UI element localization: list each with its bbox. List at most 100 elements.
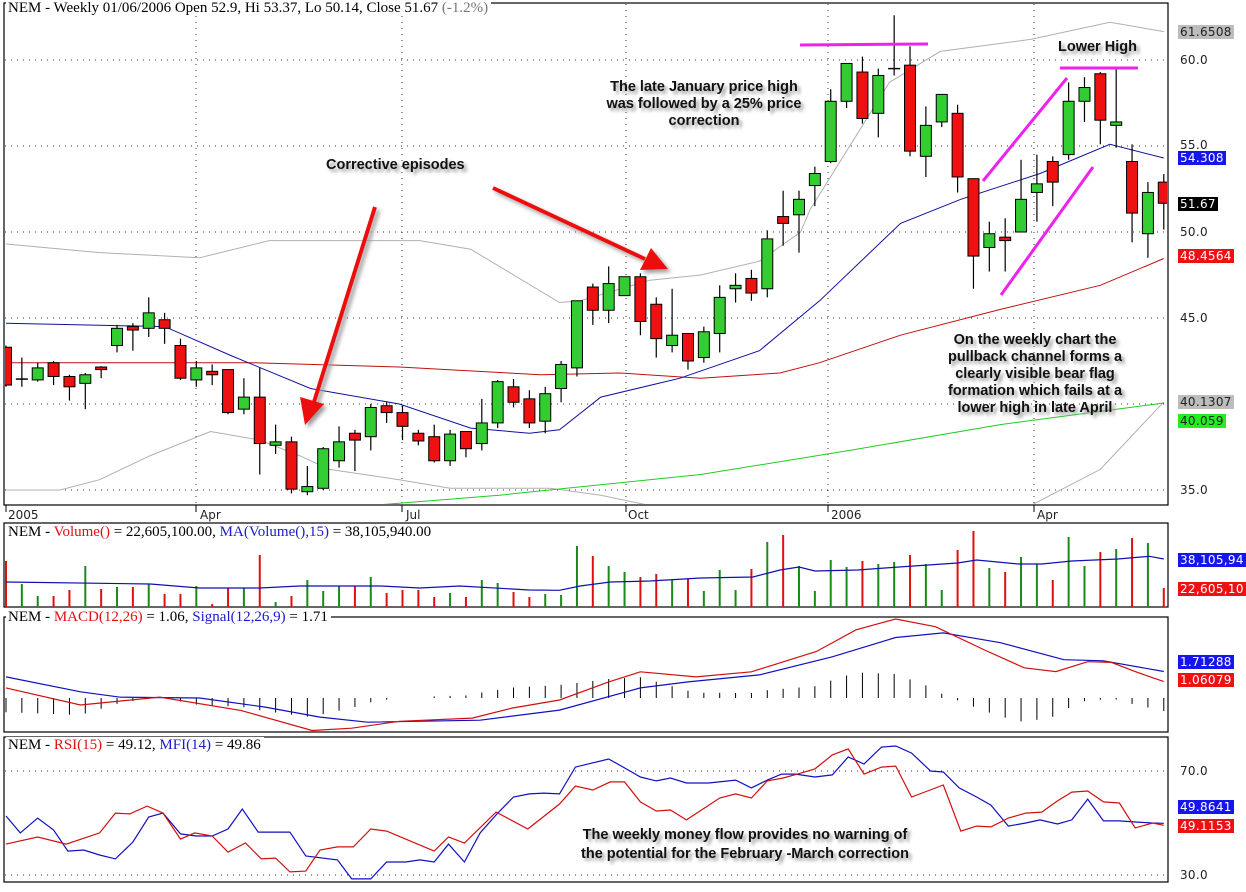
candle-body [602, 283, 615, 311]
candle-body [1126, 160, 1139, 214]
upper-band-badge: 61.6508 [1178, 25, 1234, 39]
candle [237, 378, 250, 415]
candle-body [523, 398, 536, 424]
candle-body [1141, 191, 1154, 235]
candle-body [111, 327, 124, 347]
candle-body [364, 406, 377, 438]
title-prefix: NEM - [8, 609, 54, 625]
candle [95, 366, 108, 379]
candle-body [967, 178, 980, 257]
candle [1015, 159, 1028, 233]
volume-label: Volume() [53, 524, 110, 540]
note-line: The late January price high [610, 79, 798, 95]
candle [5, 345, 12, 387]
channel-upper-line [981, 77, 1069, 182]
candle-body [348, 432, 361, 441]
candle-body [63, 375, 76, 388]
macd-line [5, 618, 1164, 732]
note-line: formation which fails at a [947, 383, 1123, 399]
candle [1157, 174, 1167, 230]
candle [967, 178, 980, 289]
x-label: Oct [628, 508, 649, 522]
red-ma-line [6, 258, 1164, 379]
candle [586, 283, 599, 325]
volume-badge: 22,605,10 [1178, 582, 1246, 596]
candle-body [1030, 183, 1043, 193]
price-overlays [5, 21, 1165, 504]
rsi-mfi-plot [5, 745, 1164, 880]
candle [1094, 72, 1107, 145]
volume-panel-title: NEM - Volume() = 22,605,100.00, MA(Volum… [6, 524, 435, 540]
candle [1062, 82, 1075, 160]
candle-body [999, 236, 1012, 242]
signal-line [5, 632, 1164, 723]
candle-body [618, 276, 631, 297]
candle [793, 190, 805, 253]
candle [856, 56, 869, 124]
candle-body [222, 369, 235, 414]
price-panel-title: NEM - Weekly 01/06/2006 Open 52.9, Hi 53… [6, 0, 492, 16]
candle [79, 373, 92, 410]
candle-body [729, 284, 742, 290]
candle-body [190, 367, 203, 381]
note-line: the potential for the February -March co… [581, 846, 909, 862]
price-tick: 55.0 [1180, 138, 1208, 152]
candle [348, 429, 361, 472]
candle-body [285, 441, 298, 490]
candle [15, 357, 28, 387]
corrective-arrow-2 [492, 186, 668, 270]
candle [269, 424, 282, 454]
panel-frames [3, 2, 1169, 883]
candle [618, 276, 631, 297]
price-panel [3, 2, 1169, 506]
candle-body [174, 345, 187, 379]
candle-body [301, 486, 314, 493]
red-ma-badge: 48.4564 [1178, 249, 1234, 263]
candle-body [745, 277, 758, 294]
candle-body [142, 312, 155, 329]
candle [31, 362, 44, 382]
candle [174, 338, 187, 380]
candle [808, 166, 821, 207]
candle [935, 93, 948, 128]
candle [1046, 156, 1059, 207]
late-january-note: The late January price high was followed… [604, 79, 804, 130]
candle [872, 68, 885, 138]
candle-body [570, 300, 583, 369]
candle [412, 429, 425, 446]
candle [840, 62, 853, 109]
candle-body [269, 441, 282, 446]
candle-body [935, 93, 948, 123]
candle-body [507, 386, 520, 403]
candle [428, 424, 441, 463]
candle [396, 405, 409, 441]
candle [681, 332, 694, 370]
mfi-label: MFI(14) [159, 737, 212, 753]
rsi-panel-title: NEM - RSI(15) = 49.12, MFI(14) = 49.86 [6, 737, 264, 753]
candle-body [872, 74, 885, 114]
candle-body [1094, 73, 1107, 121]
price-tick: 60.0 [1180, 53, 1208, 67]
candle-body [1015, 198, 1028, 233]
rsi-value: = 49.12, [102, 737, 160, 753]
close-badge: 51.67 [1178, 197, 1218, 211]
candle-body [237, 396, 250, 410]
volume-ma-value: = 38,105,940.00 [328, 524, 432, 540]
candle [63, 374, 76, 401]
candle [253, 367, 266, 475]
candle [47, 361, 60, 386]
candle [697, 326, 710, 363]
signal-badge: 1.71288 [1178, 655, 1234, 669]
candle-body [47, 362, 60, 377]
candle-body [1110, 121, 1123, 126]
money-flow-note: The weekly money flow provides no warnin… [545, 826, 945, 864]
candle-body [475, 422, 488, 445]
candle-body [904, 64, 917, 152]
candle [1141, 182, 1154, 258]
note-line: On the weekly chart the [953, 332, 1117, 348]
candle [999, 218, 1012, 272]
candle-body [126, 326, 139, 331]
candle [491, 379, 504, 429]
candle [380, 402, 393, 423]
